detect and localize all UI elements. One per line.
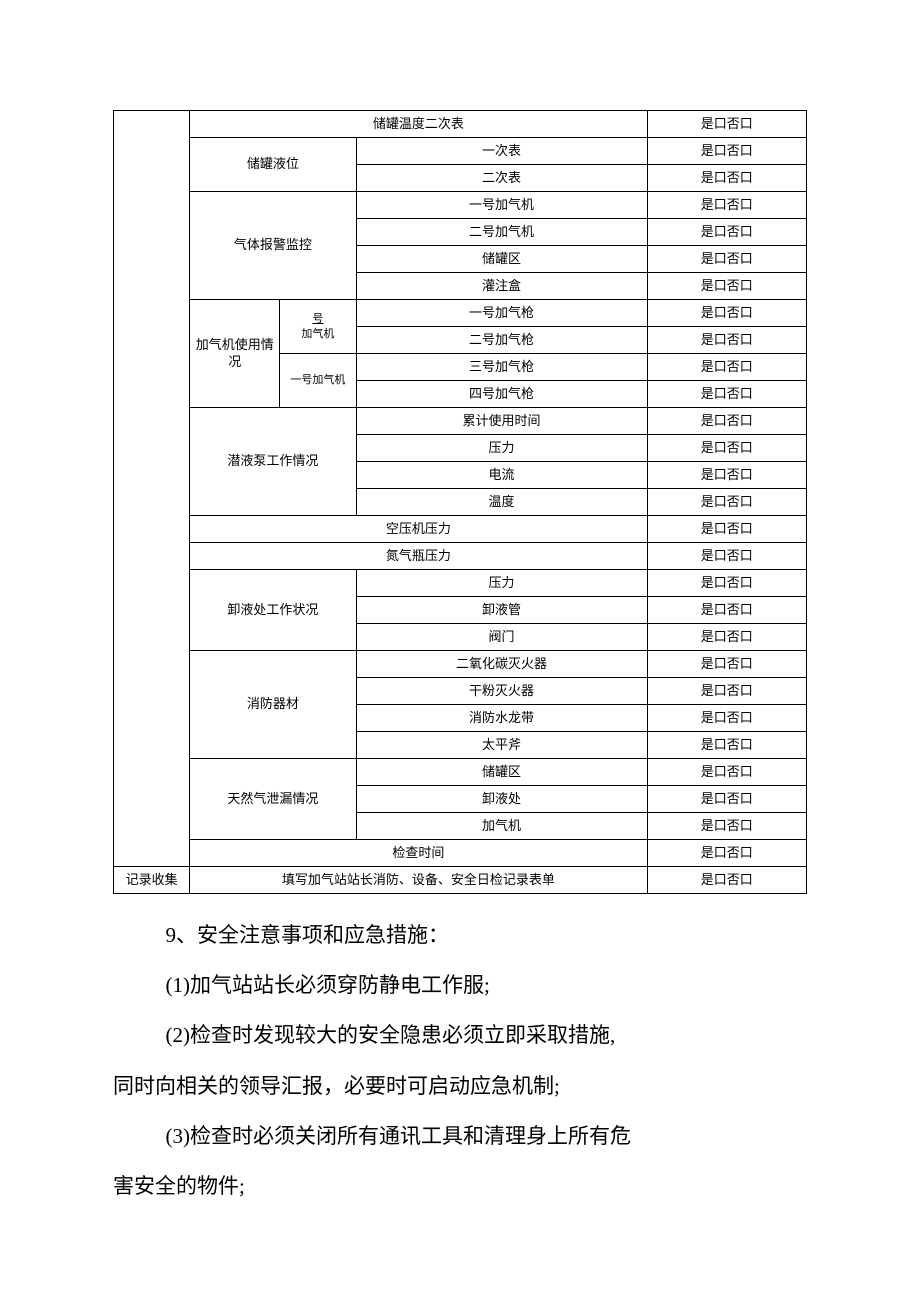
row-label: 电流 — [356, 462, 647, 489]
group-label: 消防器材 — [190, 651, 356, 759]
body-text: 9、安全注意事项和应急措施： (1)加气站站长必须穿防静电工作服; (2)检查时… — [113, 912, 807, 1209]
body-paragraph: 同时向相关的领导汇报，必要时可启动应急机制; — [113, 1063, 807, 1109]
group-label: 加气机使用情况 — [190, 300, 280, 408]
row-label: 储罐温度二次表 — [190, 111, 647, 138]
yesno-cell: 是口否口 — [647, 165, 806, 192]
yesno-cell: 是口否口 — [647, 300, 806, 327]
row-label: 卸液管 — [356, 597, 647, 624]
yesno-cell: 是口否口 — [647, 462, 806, 489]
yesno-cell: 是口否口 — [647, 489, 806, 516]
subgroup-label: 号 加气机 — [280, 300, 356, 354]
group-label: 卸液处工作状况 — [190, 570, 356, 651]
yesno-cell: 是口否口 — [647, 867, 806, 894]
body-paragraph: (1)加气站站长必须穿防静电工作服; — [113, 962, 807, 1008]
section-heading: 9、安全注意事项和应急措施： — [113, 912, 807, 958]
yesno-cell: 是口否口 — [647, 435, 806, 462]
yesno-cell: 是口否口 — [647, 705, 806, 732]
subgroup-label: 一号加气机 — [280, 354, 356, 408]
yesno-cell: 是口否口 — [647, 246, 806, 273]
yesno-cell: 是口否口 — [647, 219, 806, 246]
row-label: 一号加气枪 — [356, 300, 647, 327]
body-paragraph: 害安全的物件; — [113, 1163, 807, 1209]
row-label: 灌注盒 — [356, 273, 647, 300]
yesno-cell: 是口否口 — [647, 678, 806, 705]
row-label: 累计使用时间 — [356, 408, 647, 435]
yesno-cell: 是口否口 — [647, 840, 806, 867]
row-label: 填写加气站站长消防、设备、安全日检记录表单 — [190, 867, 647, 894]
row-label: 一号加气机 — [356, 192, 647, 219]
row-label: 阀门 — [356, 624, 647, 651]
yesno-cell: 是口否口 — [647, 759, 806, 786]
row-label: 二号加气机 — [356, 219, 647, 246]
yesno-cell: 是口否口 — [647, 327, 806, 354]
row-label: 一次表 — [356, 138, 647, 165]
yesno-cell: 是口否口 — [647, 624, 806, 651]
group-label: 气体报警监控 — [190, 192, 356, 300]
row-label: 加气机 — [356, 813, 647, 840]
yesno-cell: 是口否口 — [647, 570, 806, 597]
yesno-cell: 是口否口 — [647, 138, 806, 165]
row-label: 消防水龙带 — [356, 705, 647, 732]
yesno-cell: 是口否口 — [647, 111, 806, 138]
group-label: 储罐液位 — [190, 138, 356, 192]
row-label: 三号加气枪 — [356, 354, 647, 381]
inspection-table: 储罐温度二次表 是口否口 储罐液位 一次表 是口否口 二次表 是口否口 气体报警… — [113, 110, 807, 894]
yesno-cell: 是口否口 — [647, 408, 806, 435]
row-label: 压力 — [356, 435, 647, 462]
left-blank — [114, 111, 190, 867]
record-left: 记录收集 — [114, 867, 190, 894]
yesno-cell: 是口否口 — [647, 354, 806, 381]
row-label: 温度 — [356, 489, 647, 516]
row-label: 空压机压力 — [190, 516, 647, 543]
row-label: 干粉灭火器 — [356, 678, 647, 705]
body-paragraph: (3)检查时必须关闭所有通讯工具和清理身上所有危 — [113, 1113, 807, 1159]
group-label: 潜液泵工作情况 — [190, 408, 356, 516]
row-label: 四号加气枪 — [356, 381, 647, 408]
yesno-cell: 是口否口 — [647, 543, 806, 570]
yesno-cell: 是口否口 — [647, 597, 806, 624]
row-label: 二氧化碳灭火器 — [356, 651, 647, 678]
group-label: 天然气泄漏情况 — [190, 759, 356, 840]
yesno-cell: 是口否口 — [647, 516, 806, 543]
yesno-cell: 是口否口 — [647, 192, 806, 219]
row-label: 压力 — [356, 570, 647, 597]
yesno-cell: 是口否口 — [647, 381, 806, 408]
yesno-cell: 是口否口 — [647, 273, 806, 300]
row-label: 卸液处 — [356, 786, 647, 813]
row-label: 储罐区 — [356, 759, 647, 786]
row-label: 太平斧 — [356, 732, 647, 759]
row-label: 储罐区 — [356, 246, 647, 273]
yesno-cell: 是口否口 — [647, 813, 806, 840]
yesno-cell: 是口否口 — [647, 786, 806, 813]
row-label: 氮气瓶压力 — [190, 543, 647, 570]
row-label: 二次表 — [356, 165, 647, 192]
row-label: 检查时间 — [190, 840, 647, 867]
body-paragraph: (2)检查时发现较大的安全隐患必须立即采取措施, — [113, 1012, 807, 1058]
row-label: 二号加气枪 — [356, 327, 647, 354]
yesno-cell: 是口否口 — [647, 651, 806, 678]
yesno-cell: 是口否口 — [647, 732, 806, 759]
